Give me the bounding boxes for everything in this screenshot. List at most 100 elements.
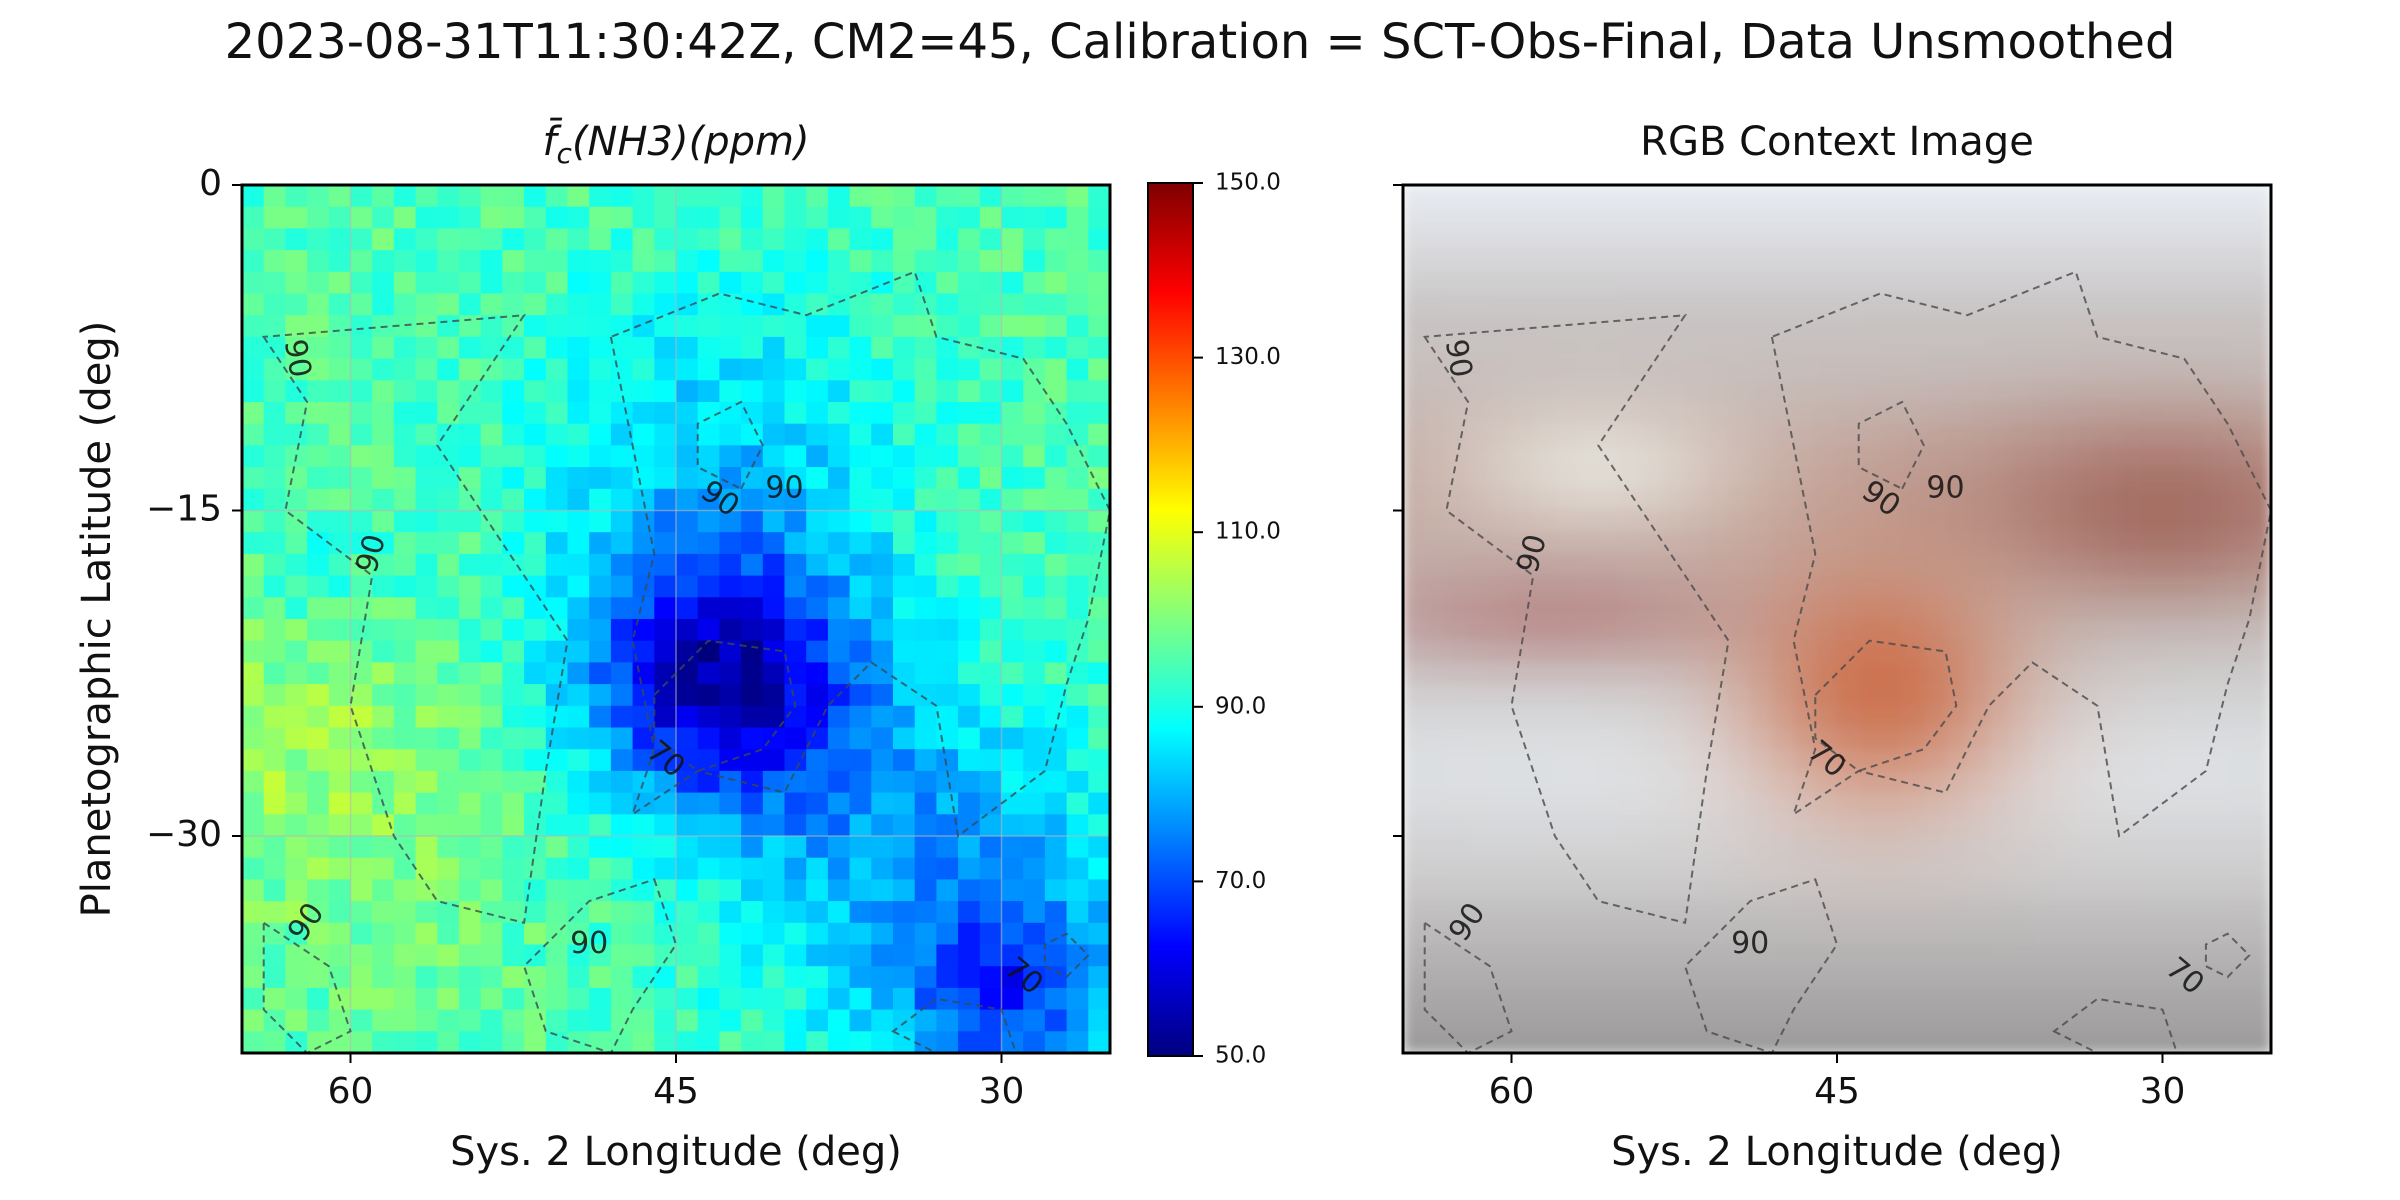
rgb-pixel [2054, 814, 2077, 837]
heatmap-cell [610, 727, 634, 750]
heatmap-cell [263, 423, 286, 446]
rgb-pixel [1750, 836, 1773, 859]
heatmap-cell [415, 901, 438, 924]
heatmap-cell [1066, 510, 1089, 533]
heatmap-cell [242, 770, 265, 794]
heatmap-cell [741, 640, 764, 663]
heatmap-cell [372, 423, 395, 446]
heatmap-cell [459, 836, 482, 859]
heatmap-cell [1001, 488, 1024, 512]
rgb-pixel [2010, 662, 2033, 685]
heatmap-cell [697, 597, 720, 620]
heatmap-cell [762, 1031, 786, 1053]
heatmap-cell [893, 944, 916, 967]
rgb-pixel [1750, 922, 1773, 946]
heatmap-cell [697, 185, 720, 208]
rgb-pixel [1511, 250, 1534, 273]
rgb-pixel [1576, 749, 1599, 772]
rgb-pixel [2184, 619, 2207, 642]
heatmap-cell [632, 250, 655, 273]
rgb-pixel [2119, 857, 2142, 880]
rgb-pixel [2010, 792, 2033, 815]
rgb-pixel [1902, 336, 1925, 360]
rgb-pixel [1750, 271, 1773, 295]
rgb-pixel [1620, 966, 1643, 989]
heatmap-cell [307, 922, 330, 946]
heatmap-cell [307, 857, 330, 880]
heatmap-cell [545, 662, 569, 685]
rgb-pixel [1468, 380, 1491, 403]
heatmap-cell [1044, 770, 1068, 794]
heatmap-cell [1066, 684, 1089, 707]
rgb-pixel [1945, 944, 1968, 967]
heatmap-cell [350, 705, 373, 729]
heatmap-cell [263, 814, 286, 837]
heatmap-cell [806, 315, 829, 338]
rgb-pixel [1988, 228, 2012, 251]
rgb-pixel [1750, 380, 1773, 403]
rgb-pixel [1967, 836, 1990, 859]
heatmap-cell [437, 293, 460, 316]
heatmap-cell [762, 358, 786, 381]
rgb-pixel [2162, 510, 2185, 533]
heatmap-cell [936, 402, 959, 425]
heatmap-cell [697, 901, 720, 924]
rgb-pixel [2097, 488, 2120, 512]
heatmap-cell [567, 315, 590, 338]
heatmap-cell [328, 402, 352, 425]
heatmap-cell [567, 510, 590, 533]
rgb-pixel [1533, 1031, 1556, 1053]
contour-line [1043, 932, 1090, 979]
heatmap-cell [719, 358, 742, 381]
heatmap-cell [242, 684, 265, 707]
heatmap-cell [545, 597, 569, 620]
heatmap-cell [524, 966, 547, 989]
rgb-pixel [1403, 662, 1426, 685]
rgb-pixel [2205, 380, 2229, 403]
rgb-pixel [1837, 987, 1860, 1011]
heatmap-cell [480, 987, 503, 1011]
heatmap-cell [285, 467, 308, 490]
rgb-pixel [1403, 814, 1426, 837]
heatmap-cell [567, 749, 590, 772]
heatmap-cell [936, 814, 959, 837]
rgb-pixel [1880, 727, 1903, 750]
heatmap-cell [871, 662, 894, 685]
heatmap-cell [719, 684, 742, 707]
rgb-pixel [2205, 792, 2229, 815]
rgb-pixel [2032, 749, 2055, 772]
rgb-pixel [1598, 423, 1621, 446]
rgb-pixel [2097, 423, 2120, 446]
rgb-pixel [1793, 987, 1816, 1011]
rgb-pixel [1837, 532, 1860, 555]
heatmap-cell [502, 705, 525, 729]
heatmap-cell [393, 770, 417, 794]
heatmap-cell [697, 640, 720, 663]
rgb-pixel [1902, 488, 1925, 512]
heatmap-cell [936, 705, 959, 729]
rgb-pixel [2249, 228, 2271, 251]
rgb-pixel [1554, 879, 1578, 902]
rgb-pixel [1446, 944, 1469, 967]
rgb-pixel [2249, 814, 2271, 837]
heatmap-cell [914, 575, 937, 598]
heatmap-cell [697, 575, 720, 598]
rgb-pixel [1598, 553, 1621, 577]
heatmap-cell [893, 836, 916, 859]
rgb-pixel [2119, 770, 2142, 794]
rgb-pixel [1988, 1009, 2012, 1032]
rgb-pixel [1728, 358, 1751, 381]
rgb-pixel [1945, 228, 1968, 251]
heatmap-cell [415, 1009, 438, 1032]
rgb-pixel [1598, 770, 1621, 794]
heatmap-cell [697, 467, 720, 490]
heatmap-cell [1088, 206, 1110, 229]
rgb-context-image [1403, 185, 2271, 1053]
rgb-pixel [2097, 770, 2120, 794]
heatmap-cell [936, 467, 959, 490]
rgb-pixel [1641, 836, 1664, 859]
heatmap-cell [914, 987, 937, 1011]
rgb-pixel [1663, 836, 1686, 859]
heatmap-cell [719, 597, 742, 620]
rgb-pixel [1858, 532, 1881, 555]
